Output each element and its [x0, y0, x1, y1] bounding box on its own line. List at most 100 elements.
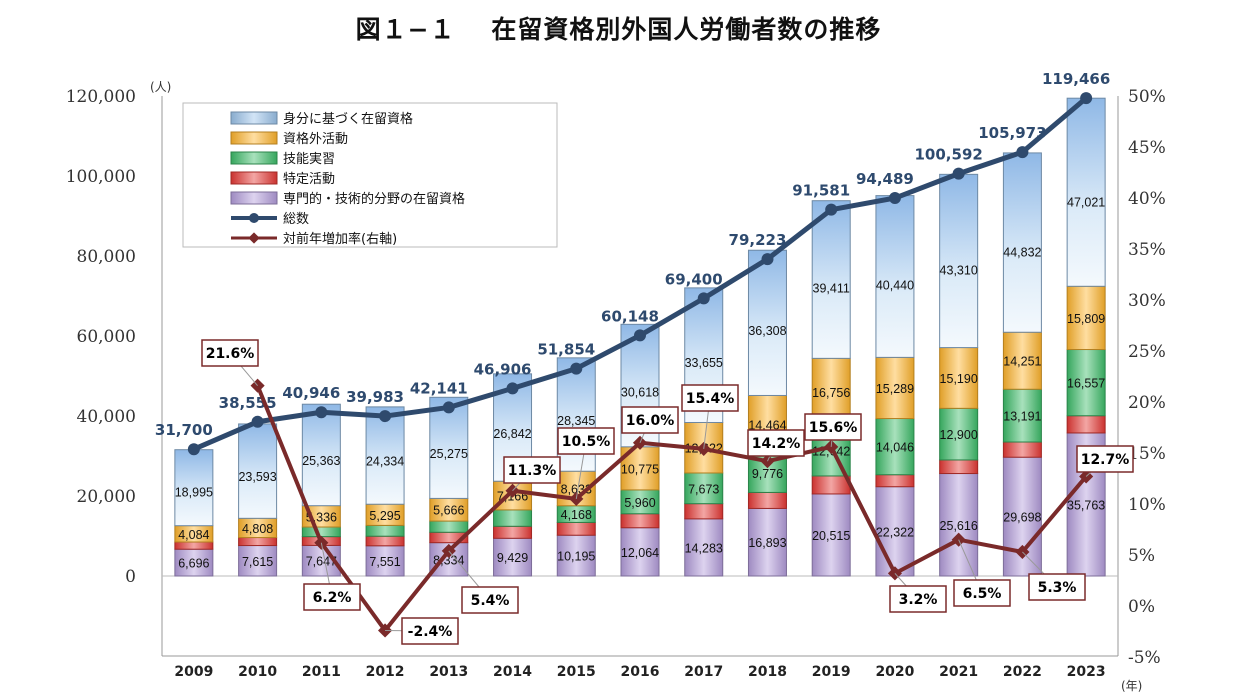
x-tick-label: 2015: [557, 664, 596, 680]
bar-segment-label: 4,808: [242, 522, 273, 536]
bar-segment-label: 14,464: [748, 418, 786, 432]
growth-rate-callout: [1028, 573, 1086, 601]
growth-rate-label: 6.2%: [313, 590, 352, 606]
growth-rate-label: 5.4%: [471, 593, 510, 609]
total-label: 69,400: [665, 270, 723, 288]
bar-segment-label: 15,190: [940, 372, 978, 386]
bar-segment-label: 40,440: [876, 279, 914, 293]
x-tick-label: 2011: [302, 664, 341, 680]
bar-segment-designated: [556, 521, 596, 536]
bar-segment-label: 14,046: [876, 441, 914, 455]
bar-segment-label: 7,551: [369, 555, 400, 569]
y-tick-right: 30%: [1128, 291, 1166, 311]
growth-rate-label: 6.5%: [963, 586, 1002, 602]
bar-segment-designated: [493, 525, 533, 539]
bar-segment-label: 28,345: [557, 414, 595, 428]
bar-segment-status_based: [875, 195, 915, 358]
bar-segment-label: 6,696: [178, 557, 209, 571]
bar-segment-technical_intern: [365, 524, 405, 537]
bar-segment-technical_intern: [493, 509, 533, 527]
x-tick-label: 2017: [684, 664, 723, 680]
legend-marker-total: [249, 213, 259, 223]
bar-segment-label: 5,666: [433, 504, 464, 518]
y-tick-right: 35%: [1128, 240, 1166, 260]
y-tick-right: 20%: [1128, 393, 1166, 413]
bar-segment-designated: [939, 459, 979, 475]
x-tick-label: 2018: [748, 664, 787, 680]
growth-rate-label: 15.4%: [686, 391, 735, 407]
total-point: [888, 192, 901, 205]
x-tick-label: 2021: [939, 664, 978, 680]
bar-segment-label: 18,995: [175, 485, 213, 499]
growth-rate-callout: [1076, 445, 1134, 473]
bar-segment-label: 12,064: [621, 546, 659, 560]
bar-segment-label: 25,363: [302, 454, 340, 468]
bar-segment-status_based: [238, 423, 278, 519]
bar-segment-professional: [939, 473, 979, 577]
bar-segment-status_based: [429, 396, 469, 499]
total-label: 119,466: [1042, 70, 1110, 88]
total-point: [761, 253, 774, 266]
bar-segment-label: 7,673: [688, 482, 719, 496]
bar-segment-designated: [238, 537, 278, 547]
growth-rate-label: 11.3%: [508, 463, 557, 479]
bar-segment-label: 9,429: [497, 551, 528, 565]
bar-segment-label: 24,334: [366, 454, 404, 468]
total-point: [379, 410, 392, 423]
legend-entry: 専門的・技術的分野の在留資格: [283, 191, 465, 207]
total-point: [187, 443, 200, 456]
total-label: 42,141: [410, 379, 468, 397]
bar-segment-status_based: [1002, 152, 1042, 333]
legend-entry: 特定活動: [283, 172, 335, 187]
bar-segment-technical_intern: [1002, 388, 1042, 443]
total-point: [1080, 92, 1093, 105]
bar-segment-label: 39,411: [813, 281, 850, 295]
bar-segment-designated: [1066, 415, 1106, 434]
bar-segment-label: 29,698: [1003, 511, 1041, 525]
x-tick-label: 2012: [366, 664, 405, 680]
total-point: [952, 167, 965, 180]
y-tick-left: 60,000: [77, 327, 136, 347]
bar-segment-label: 47,021: [1067, 196, 1105, 210]
x-tick-label: 2022: [1003, 664, 1042, 680]
total-point: [825, 203, 838, 216]
bar-segment-label: 26,842: [493, 427, 531, 441]
growth-rate-label: 15.6%: [809, 420, 858, 436]
total-label: 79,223: [729, 231, 787, 249]
total-point: [506, 382, 519, 395]
growth-rate-label: -2.4%: [408, 624, 453, 640]
legend-swatch-technical_intern: [230, 151, 278, 165]
chart-title: 図１−１ 在留資格別外国人労働者数の推移: [355, 15, 882, 44]
total-point: [634, 329, 646, 342]
legend-swatch-professional: [230, 191, 278, 205]
bar-segment-technical_intern: [301, 526, 341, 538]
bar-segment-label: 16,756: [812, 386, 850, 400]
x-tick-label: 2013: [429, 664, 468, 680]
total-label: 46,906: [474, 360, 532, 378]
y-tick-right: 15%: [1128, 444, 1166, 464]
legend-swatch-permission_activity: [230, 131, 278, 145]
bar-segment-label: 25,616: [940, 519, 978, 533]
bar-segment-label: 25,275: [430, 447, 468, 461]
legend-entry: 技能実習: [283, 151, 335, 167]
bar-segment-designated: [1002, 441, 1042, 458]
bar-segment-technical_intern: [684, 472, 724, 505]
y-tick-left: 120,000: [66, 87, 136, 107]
y-tick-left: 0: [125, 567, 136, 587]
x-tick-label: 2019: [812, 664, 851, 680]
bar-segment-designated: [747, 491, 787, 509]
total-label: 105,973: [978, 124, 1046, 142]
bar-segment-label: 4,168: [561, 508, 592, 522]
bar-segment-label: 10,195: [557, 550, 595, 564]
bar-segment-designated: [875, 474, 915, 488]
y-tick-right: 25%: [1128, 342, 1166, 362]
bar-segment-label: 7,615: [242, 555, 273, 569]
bar-segment-label: 16,557: [1067, 377, 1105, 391]
growth-rate-callout: [804, 413, 862, 441]
y-tick-right: 45%: [1128, 138, 1166, 158]
bar-segment-professional: [556, 534, 596, 577]
bar-segment-label: 43,310: [940, 264, 978, 278]
bar-segment-label: 33,655: [685, 356, 723, 370]
total-label: 94,489: [856, 170, 914, 188]
bar-segment-label: 5,960: [624, 496, 655, 510]
